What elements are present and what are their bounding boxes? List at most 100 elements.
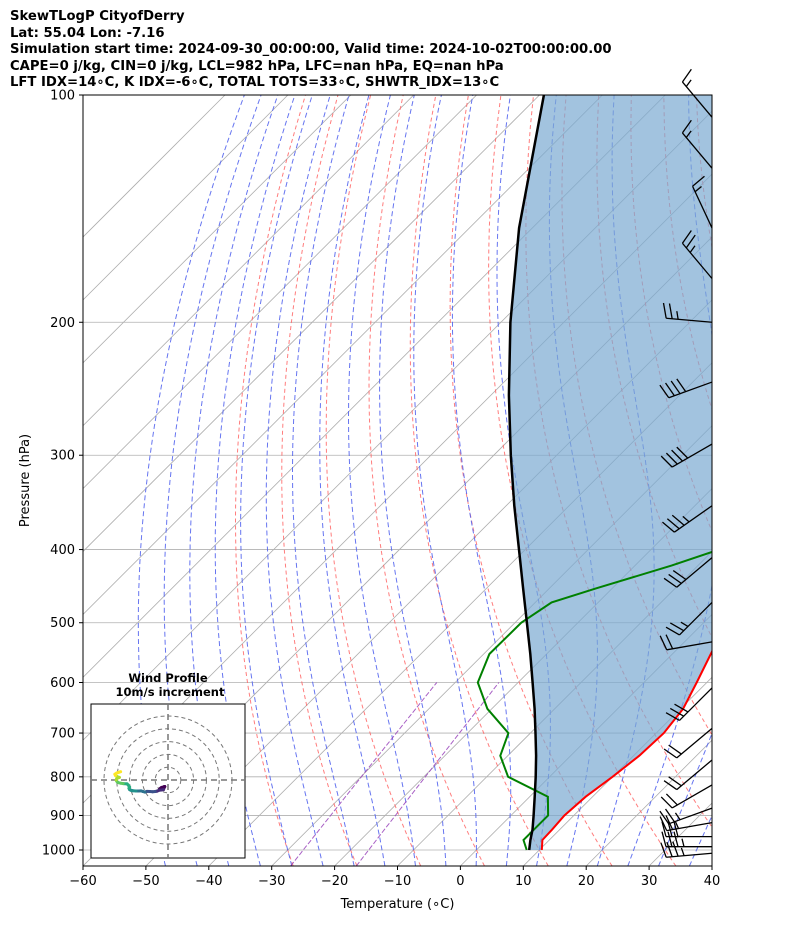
wind-barbs [659, 68, 713, 858]
wind-barb [659, 815, 713, 832]
dry-adiabat [281, 95, 358, 866]
wind-barb [659, 807, 713, 825]
wind-barb-staff [668, 807, 713, 825]
wind-barb [659, 378, 713, 399]
wind-barb-half-flag [694, 185, 702, 193]
wind-barb-staff [691, 185, 713, 229]
y-tick-label: 500 [50, 616, 75, 631]
wind-barb-half-flag [680, 621, 689, 628]
isotherm-line [83, 95, 540, 553]
wind-barb [663, 557, 713, 588]
wind-barb-flag [672, 570, 687, 581]
moist-adiabat [292, 95, 355, 866]
wind-barb-staff [681, 242, 713, 279]
wind-barb-flag [673, 831, 679, 847]
x-tick-label: 30 [641, 874, 658, 889]
wind-barb-staff [681, 132, 713, 169]
wind-barb-half-flag [689, 245, 696, 253]
wind-barb-flag [659, 635, 668, 651]
temperature-line [540, 649, 712, 851]
chart-header: SkewTLogP CityofDerry Lat: 55.04 Lon: -7… [10, 9, 612, 92]
moist-adiabat [348, 95, 416, 866]
wind-barb-flag [661, 831, 667, 847]
wind-barb-flag [676, 446, 689, 459]
wind-barb-staff [666, 852, 713, 858]
wind-barb-flag [659, 816, 668, 831]
y-tick-label: 900 [50, 809, 75, 824]
wind-barb-staff [666, 822, 713, 832]
indices-line-1: CAPE=0 j/kg, CIN=0 j/kg, LCL=982 hPa, LF… [10, 58, 504, 74]
dry-adiabat [325, 95, 422, 866]
x-tick-label: 0 [456, 874, 464, 889]
wind-barb-flag [669, 622, 685, 632]
moist-adiabat [214, 95, 296, 866]
wind-barb-flag [665, 712, 680, 722]
dry-adiabat [409, 95, 549, 866]
wind-barb-staff [681, 81, 713, 118]
wind-barb-flag [660, 796, 673, 809]
y-tick-label: 800 [50, 770, 75, 785]
wind-barb-flag [660, 842, 667, 858]
y-tick-label: 300 [50, 449, 75, 464]
y-tick-label: 100 [50, 89, 75, 104]
wind-barb [681, 68, 713, 118]
hodograph-subtitle: 10m/s increment [116, 685, 225, 699]
mixing-ratio-line [355, 682, 500, 866]
wind-barb-flag [668, 776, 682, 787]
wind-barb-flag [665, 634, 674, 650]
wind-barb-staff [671, 784, 713, 809]
wind-barb-flag [668, 573, 682, 584]
y-axis-label: Pressure (hPa) [18, 434, 33, 527]
wind-barb-staff [676, 727, 713, 759]
y-tick-label: 1000 [42, 844, 75, 859]
wind-barb-flag [671, 449, 684, 462]
isotherm-line [83, 95, 289, 301]
x-tick-label: −60 [69, 874, 96, 889]
wind-barb-flag [668, 303, 673, 319]
cin-shading [508, 95, 712, 850]
wind-barb [663, 759, 713, 791]
moist-adiabat [413, 95, 477, 866]
wind-barb [681, 119, 713, 169]
wind-barb-staff [676, 557, 713, 588]
wind-barb-flag [674, 703, 689, 713]
wind-barb-half-flag [685, 79, 692, 87]
wind-barb-staff [668, 381, 713, 399]
time-line: Simulation start time: 2024-09-30_00:00:… [10, 42, 612, 57]
wind-barb [681, 230, 713, 279]
dry-adiabat [762, 95, 794, 866]
y-tick-label: 700 [50, 727, 75, 742]
isotherm-line [711, 865, 712, 866]
moist-adiabat [658, 731, 712, 866]
x-tick-label: −40 [195, 874, 222, 889]
wind-barb [662, 302, 713, 323]
wind-barb-flag [669, 707, 685, 717]
wind-barb [659, 634, 713, 651]
wind-barb-half-flag [676, 311, 679, 320]
wind-barb [665, 687, 713, 722]
wind-barb [661, 831, 712, 848]
wind-barb-half-flag [682, 515, 690, 523]
wind-barb-flag [685, 234, 696, 249]
x-tick-label: −50 [132, 874, 159, 889]
wind-barb-flag [661, 821, 667, 837]
wind-barb-staff [679, 601, 713, 636]
wind-barb [660, 443, 713, 468]
wind-barb-flag [672, 841, 679, 857]
wind-barb-staff [671, 443, 713, 468]
wind-barb-half-flag [674, 812, 681, 821]
wind-barb-flag [665, 626, 680, 636]
y-tick-label: 400 [50, 543, 75, 558]
parcel-profile-line [507, 95, 546, 851]
mixing-ratio-line [290, 682, 438, 866]
wind-barb-staff [679, 687, 713, 721]
wind-barb-flag [665, 815, 674, 830]
isotherm-line [775, 95, 794, 866]
x-axis-label: Temperature (∘C) [340, 897, 455, 912]
wind-barb [663, 727, 713, 759]
wind-barb-half-flag [681, 838, 685, 847]
moist-adiabat [163, 95, 262, 866]
wind-barb-flag [663, 577, 678, 588]
wind-barb-flag [681, 119, 692, 134]
